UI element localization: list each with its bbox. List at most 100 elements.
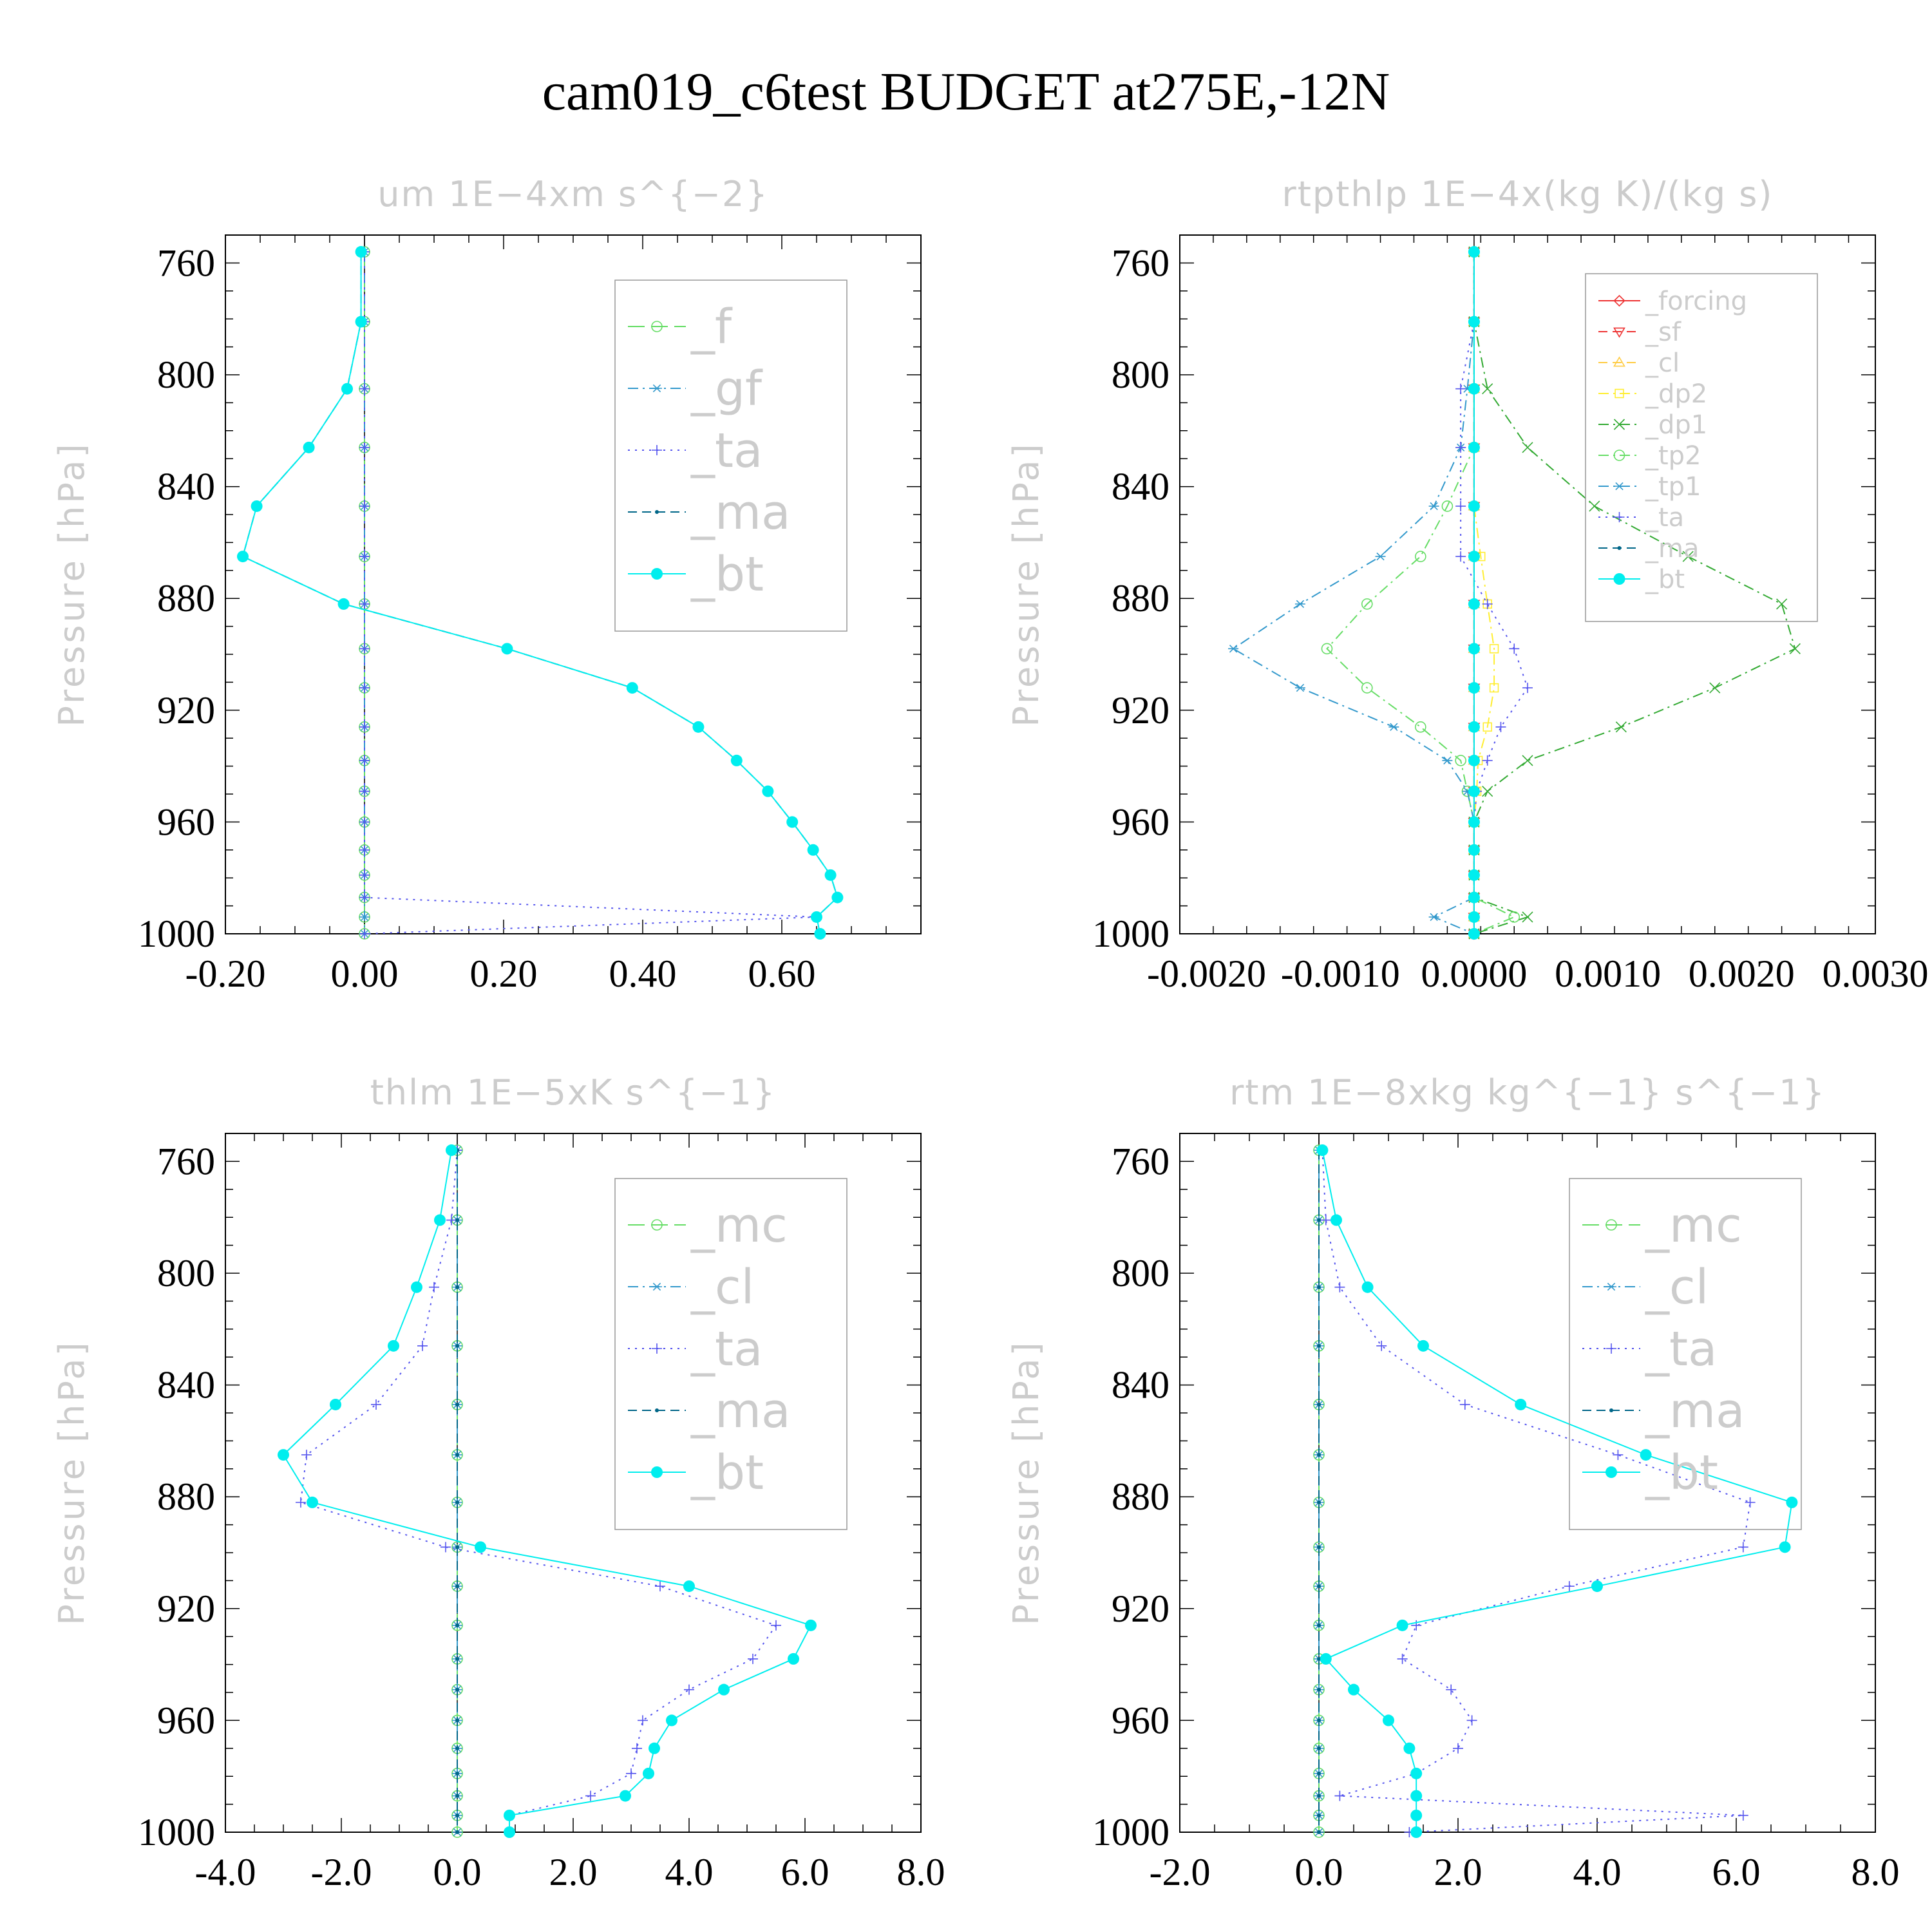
- legend-label: _forcing: [1645, 287, 1747, 316]
- data-point: [1589, 500, 1600, 512]
- panel-rtpthlp: rtpthlp 1E−4x(kg K)/(kg s) Pressure [hPa…: [1006, 174, 1929, 995]
- data-point: [359, 721, 370, 732]
- data-point: [1317, 1545, 1321, 1549]
- data-point: [1455, 551, 1466, 562]
- legend-label: _cl: [1645, 1260, 1709, 1315]
- y-tick-label: 840: [1112, 466, 1170, 508]
- plot-frame: [225, 1133, 922, 1833]
- data-point: [1375, 552, 1386, 561]
- data-point: [455, 1687, 459, 1692]
- panel-title: um 1E−4xm s^{−2}: [377, 174, 769, 214]
- y-tick-label: 960: [1112, 1699, 1170, 1741]
- data-point: [1468, 844, 1480, 856]
- data-point: [1317, 1623, 1321, 1627]
- panel-title: rtpthlp 1E−4x(kg K)/(kg s): [1282, 174, 1774, 214]
- series-bt: [237, 246, 844, 940]
- legend-label: _bt: [690, 547, 764, 602]
- legend-marker: [1614, 512, 1625, 522]
- legend-label: _bt: [1645, 565, 1685, 594]
- data-point: [455, 1343, 459, 1348]
- data-point: [411, 1281, 422, 1293]
- data-point: [301, 1450, 312, 1461]
- data-point: [1468, 869, 1480, 881]
- series-line: [1232, 252, 1475, 934]
- data-point: [1317, 1500, 1321, 1504]
- y-tick-label: 800: [157, 354, 215, 396]
- legend-label: _f: [690, 299, 733, 355]
- data-point: [1489, 683, 1499, 693]
- data-point: [359, 683, 370, 694]
- data-point: [359, 598, 370, 609]
- data-point: [1455, 442, 1466, 453]
- data-point: [1459, 1399, 1470, 1410]
- data-point: [1468, 441, 1480, 453]
- data-point: [303, 441, 315, 453]
- data-point: [1388, 723, 1399, 732]
- series-tp1: [1228, 247, 1479, 938]
- legend-box: [1585, 273, 1818, 622]
- data-point: [330, 1398, 341, 1410]
- y-tick-label: 880: [1112, 1475, 1170, 1518]
- data-point: [762, 785, 774, 797]
- data-point: [455, 1813, 459, 1817]
- data-point: [831, 891, 844, 904]
- data-point: [1348, 1683, 1359, 1696]
- y-tick-label: 840: [157, 1364, 215, 1406]
- y-tick-label: 800: [1112, 354, 1170, 396]
- legend-marker: [1605, 1466, 1617, 1478]
- legend-label: _mc: [1645, 1198, 1742, 1253]
- data-point: [1615, 721, 1627, 733]
- legend-marker: [1613, 573, 1625, 585]
- data-point: [341, 383, 353, 395]
- data-point: [1613, 1450, 1624, 1461]
- data-point: [620, 1790, 631, 1802]
- legend-label: _ta: [690, 423, 762, 478]
- data-point: [1317, 1402, 1321, 1406]
- legend-marker: [1606, 1343, 1616, 1354]
- panel-thlm: thlm 1E−5xK s^{−1} Pressure [hPa] 760 800…: [52, 1072, 945, 1893]
- data-point: [1294, 600, 1305, 609]
- data-point: [359, 844, 370, 855]
- data-point: [359, 786, 370, 797]
- data-point: [1334, 1282, 1345, 1293]
- data-point: [1410, 1809, 1423, 1821]
- data-point: [1317, 1830, 1321, 1834]
- data-point: [359, 929, 370, 939]
- data-point: [1709, 682, 1721, 694]
- y-tick-label: 920: [1112, 689, 1170, 732]
- legend-marker: [1606, 1282, 1616, 1291]
- data-point: [1482, 383, 1493, 395]
- data-point: [1317, 1794, 1321, 1798]
- data-point: [1316, 1144, 1329, 1157]
- series-ma: [1317, 1148, 1321, 1834]
- data-point: [1396, 1619, 1408, 1631]
- data-point: [278, 1449, 289, 1461]
- data-point: [455, 1545, 459, 1549]
- data-point: [417, 1340, 428, 1351]
- data-point: [1468, 891, 1480, 904]
- data-point: [1294, 683, 1305, 692]
- data-point: [1468, 316, 1480, 328]
- series-tp2: [1321, 246, 1520, 940]
- data-point: [771, 1620, 781, 1631]
- y-tick-label: 840: [1112, 1364, 1170, 1406]
- x-tick-label: -0.0020: [1147, 952, 1266, 995]
- series-dp1: [1468, 246, 1801, 940]
- data-point: [1320, 1653, 1332, 1665]
- data-point: [1468, 500, 1480, 512]
- legend: _f _gf _ta _ma _bt: [614, 279, 848, 632]
- data-point: [1455, 383, 1466, 394]
- data-point: [1509, 643, 1520, 654]
- data-point: [814, 928, 826, 940]
- data-point: [1317, 1218, 1321, 1222]
- x-tick-label: 0.0020: [1689, 952, 1795, 995]
- legend: _mc _cl _ta _ma _bt: [614, 1178, 848, 1530]
- data-point: [455, 1453, 459, 1457]
- plot-frame: [1179, 1133, 1876, 1833]
- data-point: [455, 1656, 459, 1661]
- data-point: [1738, 1542, 1748, 1553]
- data-point: [1482, 755, 1493, 766]
- data-point: [434, 1214, 446, 1226]
- y-tick-label: 920: [157, 1587, 215, 1630]
- data-point: [1428, 502, 1439, 511]
